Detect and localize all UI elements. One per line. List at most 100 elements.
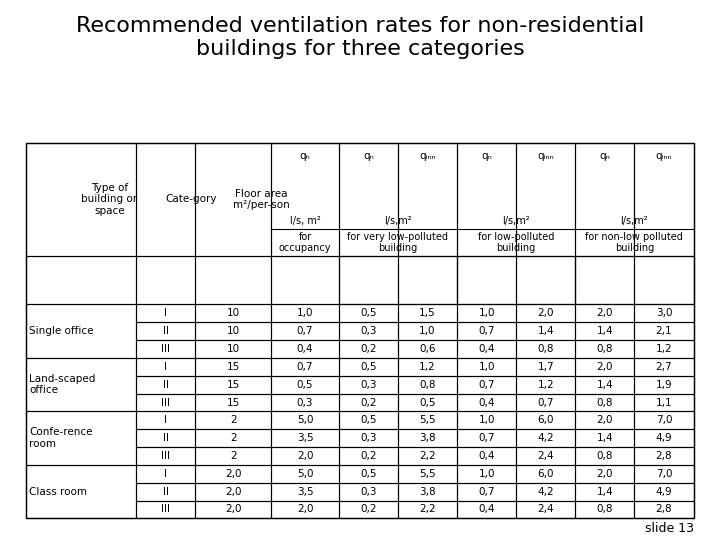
Bar xyxy=(271,322,339,340)
Bar xyxy=(575,411,634,429)
Bar xyxy=(27,255,136,305)
Bar xyxy=(136,411,195,429)
Text: 7,0: 7,0 xyxy=(656,415,672,426)
Text: 3,8: 3,8 xyxy=(419,433,436,443)
Bar xyxy=(136,501,195,518)
Text: Recommended ventilation rates for non-residential
buildings for three categories: Recommended ventilation rates for non-re… xyxy=(76,16,644,59)
Bar xyxy=(457,322,516,340)
Bar xyxy=(634,465,693,483)
Bar xyxy=(339,358,398,376)
Bar xyxy=(398,376,457,394)
Text: 0,8: 0,8 xyxy=(419,380,436,390)
Text: 5,0: 5,0 xyxy=(297,415,313,426)
Text: 7,0: 7,0 xyxy=(656,469,672,479)
Bar xyxy=(634,255,693,305)
Text: 0,3: 0,3 xyxy=(360,380,377,390)
Text: 6,0: 6,0 xyxy=(538,415,554,426)
Bar xyxy=(339,305,398,322)
Bar xyxy=(339,429,398,447)
Bar xyxy=(516,465,575,483)
Bar xyxy=(271,305,339,322)
Bar xyxy=(195,305,271,322)
Text: 2: 2 xyxy=(230,451,237,461)
Bar xyxy=(398,447,457,465)
Text: II: II xyxy=(163,326,168,336)
Text: I: I xyxy=(164,362,167,372)
Bar xyxy=(398,322,457,340)
Bar xyxy=(339,447,398,465)
Bar xyxy=(339,465,398,483)
Text: 1,7: 1,7 xyxy=(537,362,554,372)
Text: 0,5: 0,5 xyxy=(297,380,313,390)
Text: 2,8: 2,8 xyxy=(656,451,672,461)
Bar xyxy=(634,358,693,376)
Bar xyxy=(136,305,195,322)
Bar xyxy=(457,305,516,322)
Bar xyxy=(195,143,271,255)
Bar xyxy=(398,255,457,305)
Text: for
occupancy: for occupancy xyxy=(279,232,331,253)
Bar xyxy=(339,483,398,501)
Bar xyxy=(457,465,516,483)
Bar xyxy=(195,429,271,447)
Bar xyxy=(27,305,136,358)
Text: qₗₙₙ: qₗₙₙ xyxy=(419,151,436,161)
Text: qₙ: qₙ xyxy=(363,151,374,161)
Bar xyxy=(398,358,457,376)
Bar xyxy=(398,501,457,518)
Bar xyxy=(575,255,693,305)
Bar xyxy=(195,358,271,376)
Text: 3,8: 3,8 xyxy=(419,487,436,497)
Text: 0,3: 0,3 xyxy=(297,397,313,408)
Bar xyxy=(271,483,339,501)
Text: 15: 15 xyxy=(227,380,240,390)
Bar xyxy=(575,501,634,518)
Text: 1,4: 1,4 xyxy=(597,326,613,336)
Text: Floor area
m²/per-son: Floor area m²/per-son xyxy=(233,188,290,210)
Text: 2,0: 2,0 xyxy=(297,504,313,515)
Text: qₗₙₙ: qₗₙₙ xyxy=(537,151,554,161)
Bar xyxy=(27,143,136,255)
Bar xyxy=(398,411,457,429)
Text: Confe-rence
room: Confe-rence room xyxy=(30,427,93,449)
Bar xyxy=(271,358,339,376)
Bar xyxy=(271,394,339,411)
Text: Class room: Class room xyxy=(30,487,87,497)
Text: III: III xyxy=(161,451,171,461)
Text: III: III xyxy=(161,504,171,515)
Bar xyxy=(575,322,634,340)
Bar xyxy=(398,340,457,358)
Bar xyxy=(271,411,339,429)
Bar xyxy=(398,465,457,483)
Bar xyxy=(516,483,575,501)
Text: l/s, m²: l/s, m² xyxy=(289,216,320,226)
Text: 1,2: 1,2 xyxy=(419,362,436,372)
Text: 3,5: 3,5 xyxy=(297,487,313,497)
Bar xyxy=(136,447,195,465)
Text: 0,7: 0,7 xyxy=(297,326,313,336)
Bar xyxy=(398,143,457,255)
Bar xyxy=(457,501,516,518)
Bar xyxy=(398,305,457,322)
Text: for non-low polluted
building: for non-low polluted building xyxy=(585,232,683,253)
Text: 0,8: 0,8 xyxy=(597,397,613,408)
Text: 1,1: 1,1 xyxy=(656,397,672,408)
Text: 2: 2 xyxy=(230,433,237,443)
Text: 2,4: 2,4 xyxy=(537,451,554,461)
Bar xyxy=(516,255,575,305)
Text: 1,4: 1,4 xyxy=(597,380,613,390)
Text: 5,5: 5,5 xyxy=(419,415,436,426)
Text: 15: 15 xyxy=(227,397,240,408)
Text: 4,2: 4,2 xyxy=(537,487,554,497)
Text: l/s,m²: l/s,m² xyxy=(384,216,412,226)
Bar xyxy=(195,465,271,483)
Text: 0,2: 0,2 xyxy=(360,397,377,408)
Bar xyxy=(136,394,195,411)
Bar xyxy=(634,322,693,340)
Text: 2,0: 2,0 xyxy=(538,308,554,319)
Text: 2,0: 2,0 xyxy=(597,415,613,426)
Text: l/s,m²: l/s,m² xyxy=(621,216,648,226)
Bar xyxy=(575,376,634,394)
Text: 2,2: 2,2 xyxy=(419,451,436,461)
Bar xyxy=(195,411,271,429)
